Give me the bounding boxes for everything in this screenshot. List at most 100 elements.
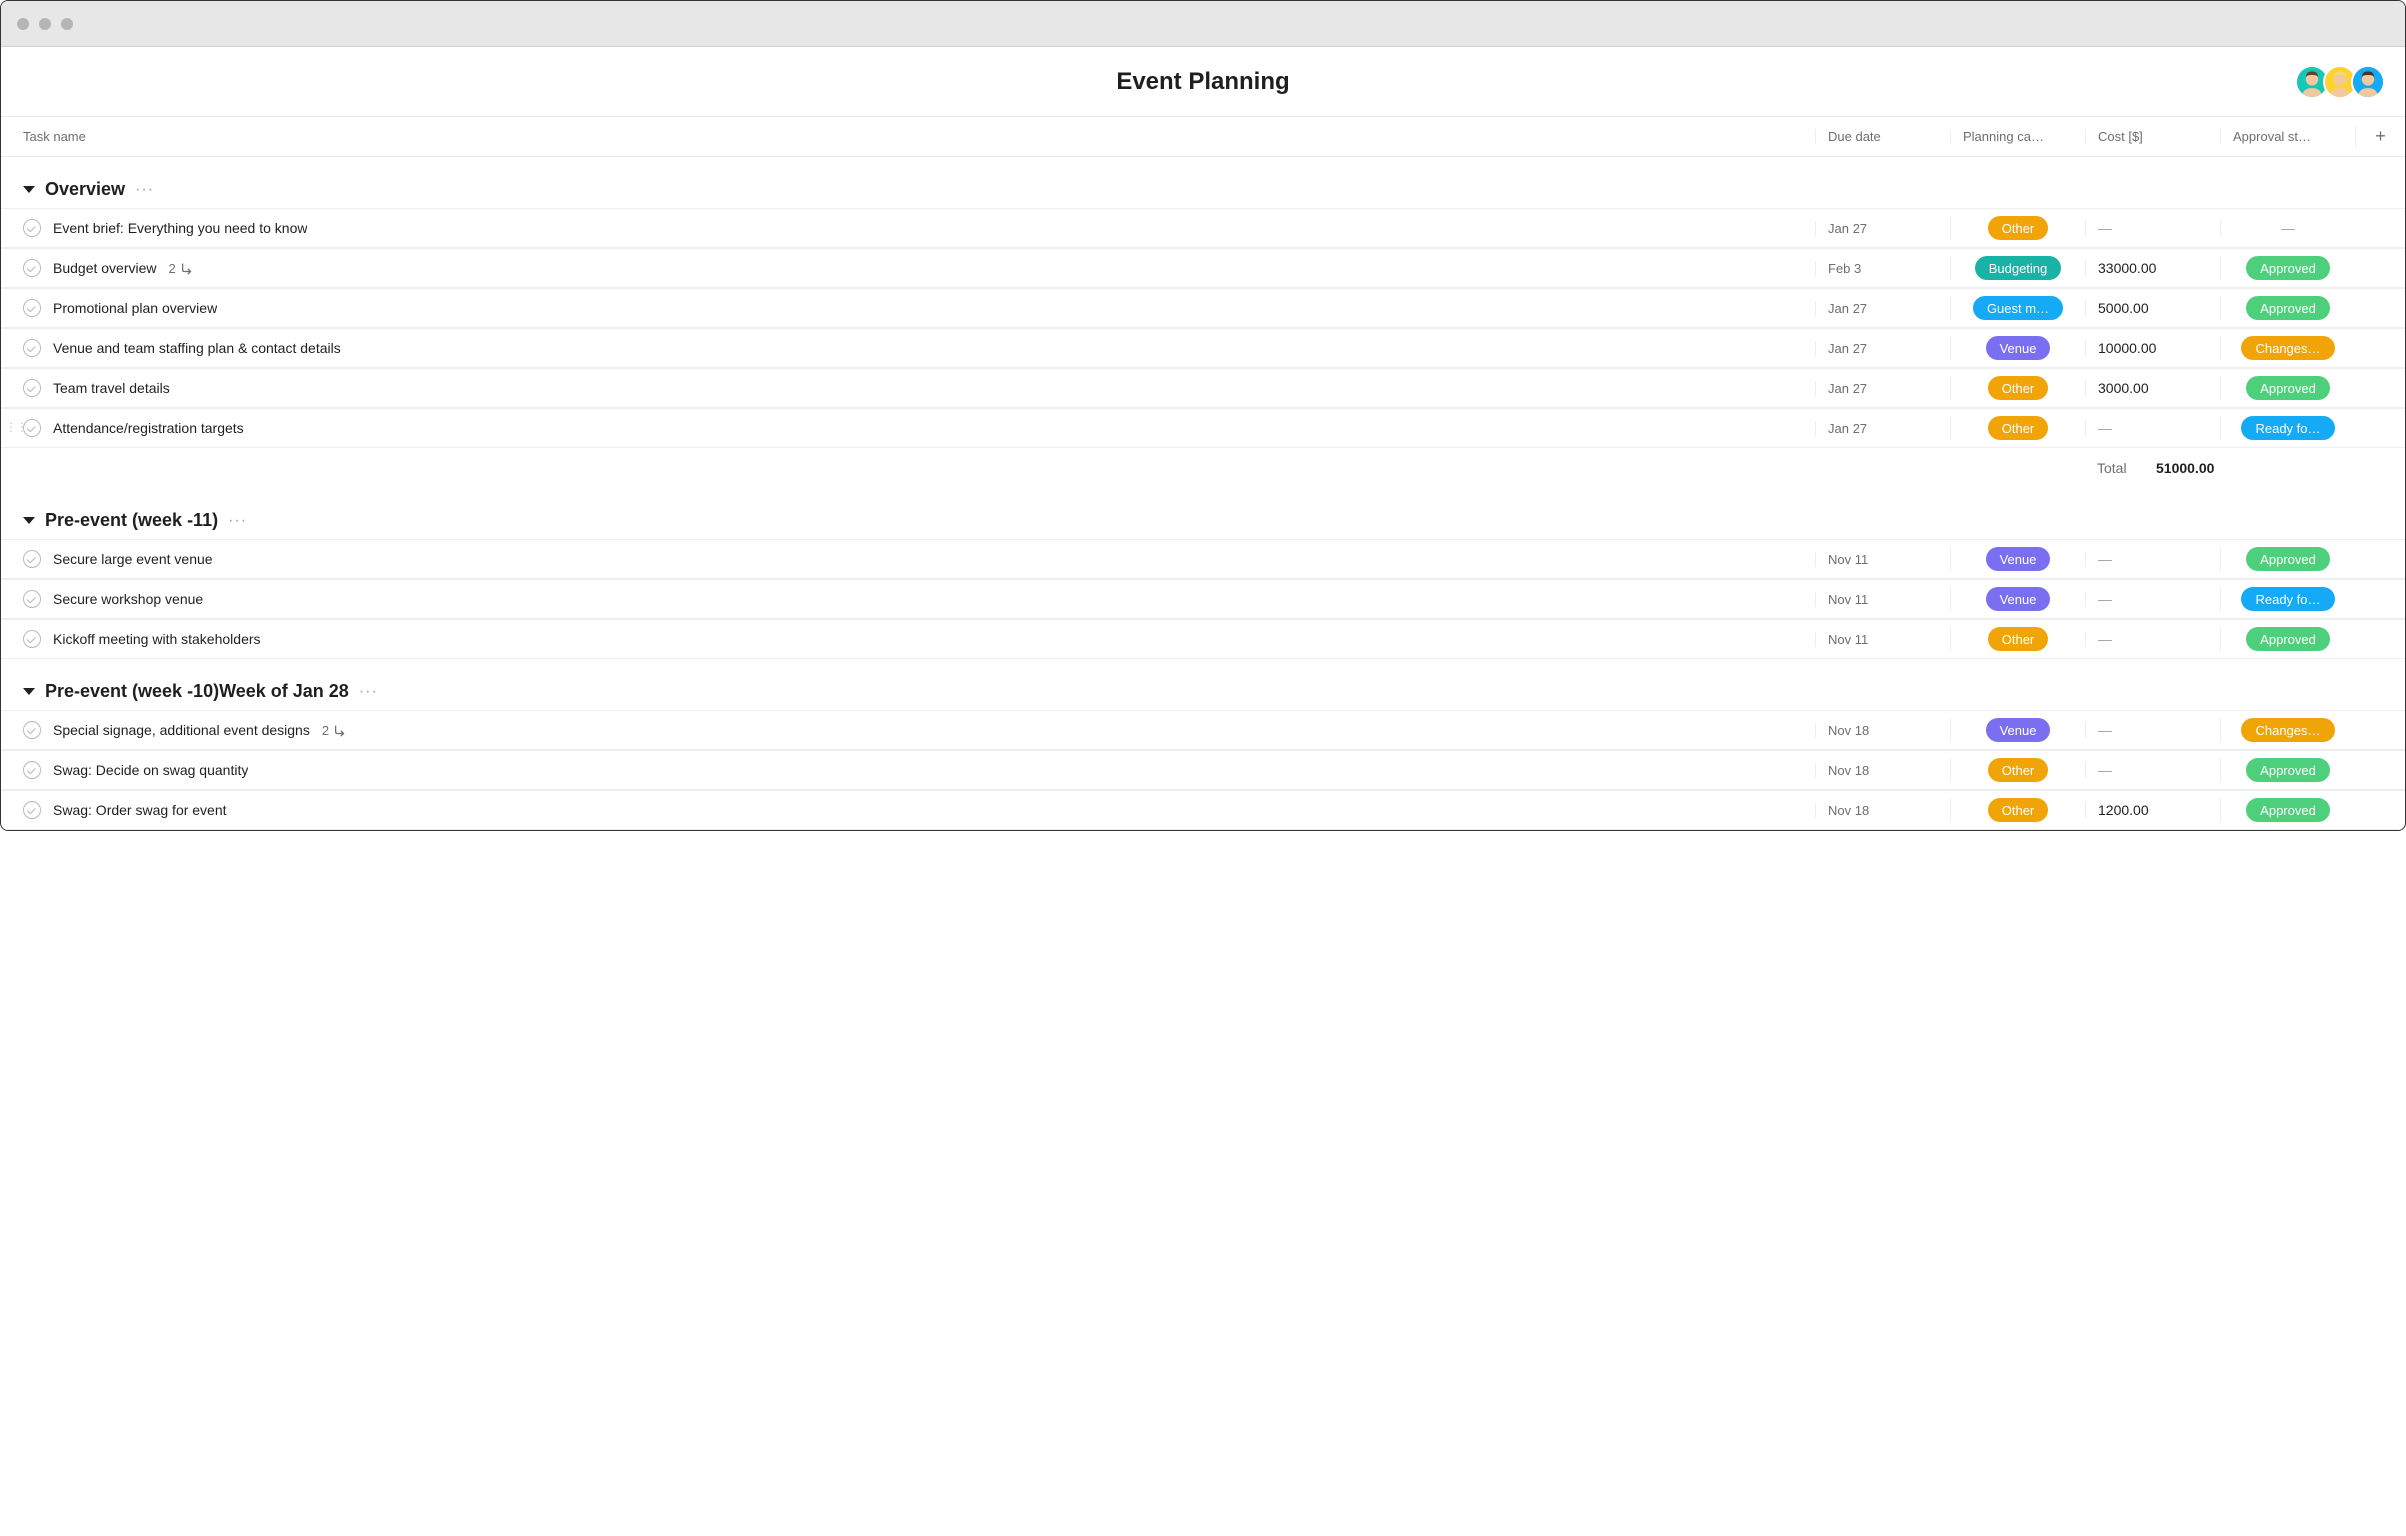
category-cell[interactable]: Other <box>1950 416 2085 440</box>
complete-checkbox[interactable] <box>23 630 41 648</box>
approval-cell[interactable]: Approved <box>2220 256 2355 280</box>
task-cell[interactable]: Promotional plan overview <box>1 299 1815 317</box>
complete-checkbox[interactable] <box>23 219 41 237</box>
category-cell[interactable]: Guest m… <box>1950 296 2085 320</box>
approval-cell[interactable]: Ready fo… <box>2220 416 2355 440</box>
category-cell[interactable]: Venue <box>1950 718 2085 742</box>
column-cost[interactable]: Cost [$] <box>2085 129 2220 144</box>
task-row[interactable]: Promotional plan overview Jan 27Guest m…… <box>1 288 2405 328</box>
section-header[interactable]: Pre-event (week -11) ··· <box>1 488 2405 539</box>
task-row[interactable]: Secure workshop venue Nov 11Venue—Ready … <box>1 579 2405 619</box>
avatar[interactable] <box>2351 65 2385 99</box>
section-header[interactable]: Pre-event (week -10)Week of Jan 28 ··· <box>1 659 2405 710</box>
task-cell[interactable]: Team travel details <box>1 379 1815 397</box>
cost-cell[interactable]: 5000.00 <box>2085 300 2220 316</box>
task-cell[interactable]: Kickoff meeting with stakeholders <box>1 630 1815 648</box>
due-date-cell[interactable]: Nov 18 <box>1815 763 1950 778</box>
traffic-light-close[interactable] <box>17 18 29 30</box>
due-date-cell[interactable]: Nov 18 <box>1815 803 1950 818</box>
task-row[interactable]: Kickoff meeting with stakeholders Nov 11… <box>1 619 2405 659</box>
complete-checkbox[interactable] <box>23 801 41 819</box>
column-category[interactable]: Planning ca… <box>1950 129 2085 144</box>
task-cell[interactable]: Secure large event venue <box>1 550 1815 568</box>
drag-handle-icon[interactable]: ⋮⋮ <box>5 420 27 434</box>
complete-checkbox[interactable] <box>23 259 41 277</box>
due-date-cell[interactable]: Nov 11 <box>1815 632 1950 647</box>
task-row[interactable]: Event brief: Everything you need to know… <box>1 208 2405 248</box>
task-cell[interactable]: Secure workshop venue <box>1 590 1815 608</box>
task-cell[interactable]: Swag: Order swag for event <box>1 801 1815 819</box>
category-cell[interactable]: Other <box>1950 758 2085 782</box>
approval-cell[interactable]: Ready fo… <box>2220 587 2355 611</box>
task-cell[interactable]: Swag: Decide on swag quantity <box>1 761 1815 779</box>
traffic-light-minimize[interactable] <box>39 18 51 30</box>
task-row[interactable]: Swag: Decide on swag quantity Nov 18Othe… <box>1 750 2405 790</box>
approval-cell[interactable]: Changes… <box>2220 336 2355 360</box>
complete-checkbox[interactable] <box>23 761 41 779</box>
cost-cell[interactable]: — <box>2085 631 2220 647</box>
approval-cell[interactable]: — <box>2220 220 2355 236</box>
approval-cell[interactable]: Approved <box>2220 758 2355 782</box>
due-date-cell[interactable]: Jan 27 <box>1815 421 1950 436</box>
cost-cell[interactable]: — <box>2085 551 2220 567</box>
cost-cell[interactable]: — <box>2085 762 2220 778</box>
due-date-cell[interactable]: Jan 27 <box>1815 301 1950 316</box>
due-date-cell[interactable]: Nov 18 <box>1815 723 1950 738</box>
cost-cell[interactable]: — <box>2085 722 2220 738</box>
due-date-cell[interactable]: Jan 27 <box>1815 341 1950 356</box>
task-row[interactable]: Attendance/registration targets Jan 27Ot… <box>1 408 2405 448</box>
column-due[interactable]: Due date <box>1815 129 1950 144</box>
task-row[interactable]: Secure large event venue Nov 11Venue—App… <box>1 539 2405 579</box>
category-cell[interactable]: Venue <box>1950 547 2085 571</box>
approval-cell[interactable]: Approved <box>2220 627 2355 651</box>
task-cell[interactable]: Budget overview 2 <box>1 259 1815 277</box>
approval-cell[interactable]: Approved <box>2220 296 2355 320</box>
task-cell[interactable]: Attendance/registration targets <box>1 419 1815 437</box>
task-cell[interactable]: Special signage, additional event design… <box>1 721 1815 739</box>
due-date-cell[interactable]: Feb 3 <box>1815 261 1950 276</box>
category-cell[interactable]: Other <box>1950 216 2085 240</box>
cost-cell[interactable]: — <box>2085 420 2220 436</box>
category-cell[interactable]: Budgeting <box>1950 256 2085 280</box>
task-row[interactable]: Team travel details Jan 27Other3000.00Ap… <box>1 368 2405 408</box>
task-row[interactable]: Venue and team staffing plan & contact d… <box>1 328 2405 368</box>
cost-cell[interactable]: — <box>2085 220 2220 236</box>
complete-checkbox[interactable] <box>23 339 41 357</box>
due-date-cell[interactable]: Jan 27 <box>1815 381 1950 396</box>
approval-cell[interactable]: Approved <box>2220 547 2355 571</box>
task-cell[interactable]: Venue and team staffing plan & contact d… <box>1 339 1815 357</box>
due-date-cell[interactable]: Jan 27 <box>1815 221 1950 236</box>
column-task[interactable]: Task name <box>1 129 1815 144</box>
category-cell[interactable]: Other <box>1950 376 2085 400</box>
category-cell[interactable]: Venue <box>1950 587 2085 611</box>
category-cell[interactable]: Other <box>1950 798 2085 822</box>
due-date-cell[interactable]: Nov 11 <box>1815 552 1950 567</box>
section-header[interactable]: Overview ··· <box>1 157 2405 208</box>
cost-cell[interactable]: 3000.00 <box>2085 380 2220 396</box>
complete-checkbox[interactable] <box>23 721 41 739</box>
complete-checkbox[interactable] <box>23 550 41 568</box>
approval-cell[interactable]: Changes… <box>2220 718 2355 742</box>
section-more-icon[interactable]: ··· <box>228 512 247 530</box>
due-date-cell[interactable]: Nov 11 <box>1815 592 1950 607</box>
task-row[interactable]: Swag: Order swag for event Nov 18Other12… <box>1 790 2405 830</box>
section-more-icon[interactable]: ··· <box>135 181 154 199</box>
traffic-light-zoom[interactable] <box>61 18 73 30</box>
complete-checkbox[interactable] <box>23 379 41 397</box>
category-cell[interactable]: Venue <box>1950 336 2085 360</box>
task-cell[interactable]: Event brief: Everything you need to know <box>1 219 1815 237</box>
add-column-button[interactable]: + <box>2355 126 2405 147</box>
cost-cell[interactable]: 1200.00 <box>2085 802 2220 818</box>
task-row[interactable]: Special signage, additional event design… <box>1 710 2405 750</box>
cost-cell[interactable]: 10000.00 <box>2085 340 2220 356</box>
approval-cell[interactable]: Approved <box>2220 798 2355 822</box>
approval-cell[interactable]: Approved <box>2220 376 2355 400</box>
cost-cell[interactable]: 33000.00 <box>2085 260 2220 276</box>
cost-cell[interactable]: — <box>2085 591 2220 607</box>
complete-checkbox[interactable] <box>23 299 41 317</box>
section-more-icon[interactable]: ··· <box>359 683 378 701</box>
category-cell[interactable]: Other <box>1950 627 2085 651</box>
task-row[interactable]: Budget overview 2 Feb 3Budgeting33000.00… <box>1 248 2405 288</box>
column-approval[interactable]: Approval st… <box>2220 129 2355 144</box>
complete-checkbox[interactable] <box>23 590 41 608</box>
